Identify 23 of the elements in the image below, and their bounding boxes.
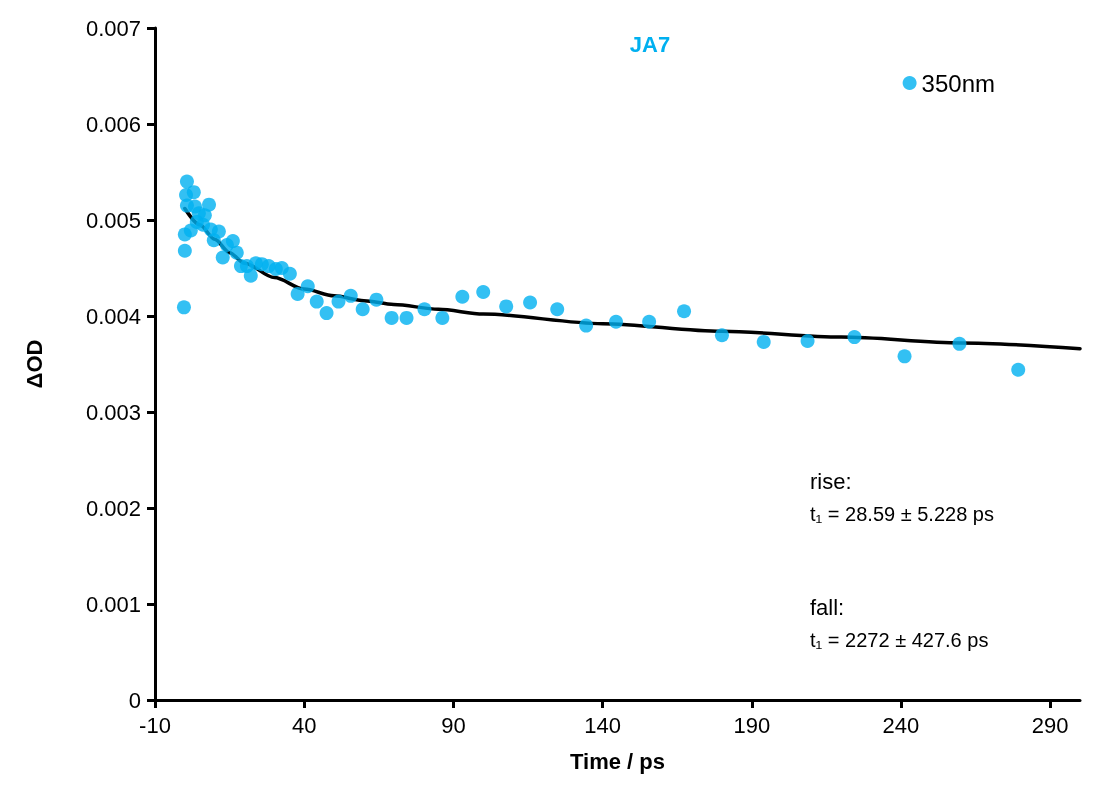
x-tick-label: -10 bbox=[139, 712, 171, 738]
y-tick-label: 0.007 bbox=[85, 15, 141, 41]
legend-label: 350nm bbox=[921, 69, 996, 97]
annotation: rise: bbox=[810, 468, 852, 494]
y-tick-label: 0.001 bbox=[85, 591, 141, 617]
annotation: fall: bbox=[810, 594, 845, 620]
x-axis-title: Time / ps bbox=[570, 748, 665, 774]
y-tick-label: 0.003 bbox=[85, 399, 141, 425]
x-tick-label: 240 bbox=[882, 712, 920, 738]
annotation: t₁ = 28.59 ± 5.228 ps bbox=[810, 503, 994, 525]
chart-title: JA7 bbox=[629, 31, 671, 57]
y-axis-title: ΔOD bbox=[21, 339, 47, 389]
y-tick-label: 0 bbox=[128, 687, 141, 713]
y-tick-label: 0.002 bbox=[85, 495, 141, 521]
x-tick-label: 290 bbox=[1031, 712, 1069, 738]
x-tick-label: 190 bbox=[733, 712, 771, 738]
x-tick-label: 40 bbox=[291, 712, 317, 738]
y-tick-label: 0.004 bbox=[85, 303, 141, 329]
annotation: t₁ = 2272 ± 427.6 ps bbox=[810, 629, 989, 651]
x-tick-label: 140 bbox=[584, 712, 621, 738]
x-tick-label: 90 bbox=[441, 712, 466, 738]
y-tick-label: 0.006 bbox=[85, 111, 141, 137]
y-tick-label: 0.005 bbox=[85, 207, 141, 233]
